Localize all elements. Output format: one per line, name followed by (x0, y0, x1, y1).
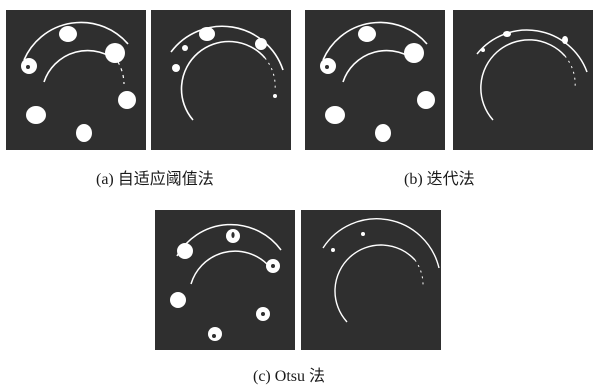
panel-c-right (301, 210, 441, 350)
caption-b: (b) 迭代法 (404, 171, 475, 188)
threshold-image-c-arcs (301, 210, 441, 350)
panel-a-right (151, 10, 291, 150)
panel-b-left (305, 10, 445, 150)
threshold-image-b-blobs (305, 10, 445, 150)
threshold-image-b-arcs (453, 10, 593, 150)
threshold-image-c-blobs (155, 210, 295, 350)
threshold-image-a-blobs (6, 10, 146, 150)
caption-a: (a) 自适应阈值法 (96, 171, 214, 188)
panel-c-left (155, 210, 295, 350)
threshold-image-a-arcs (151, 10, 291, 150)
panel-a-left (6, 10, 146, 150)
caption-c: (c) Otsu 法 (253, 368, 325, 385)
panel-b-right (453, 10, 593, 150)
